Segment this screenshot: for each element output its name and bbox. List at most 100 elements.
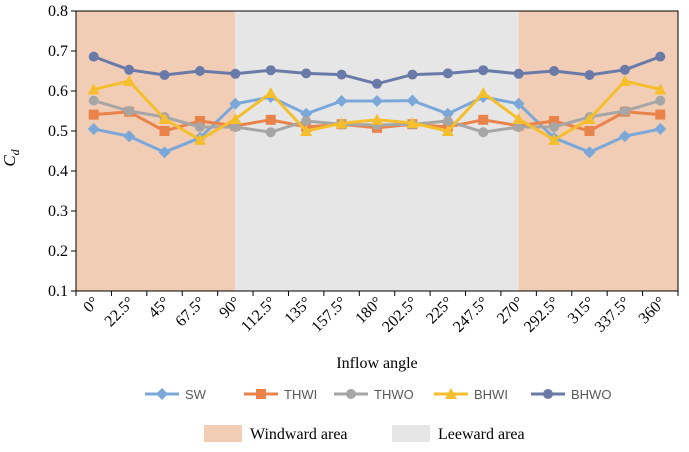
legend-label: BHWI	[474, 387, 508, 402]
series-bhwi	[87, 75, 667, 145]
y-tick-label: 0.8	[48, 3, 68, 20]
data-point	[654, 83, 667, 95]
x-tick-label: 45°	[145, 294, 173, 322]
data-point	[159, 126, 170, 136]
y-tick-label: 0.3	[48, 203, 68, 220]
area-label: Windward area	[250, 426, 348, 443]
data-point	[478, 127, 489, 138]
data-point	[619, 64, 630, 75]
data-point	[194, 122, 205, 132]
data-point	[194, 66, 205, 76]
data-point	[88, 109, 99, 120]
data-point	[441, 125, 454, 136]
y-tick-label: 0.1	[48, 283, 68, 300]
legend-label: BHWO	[571, 387, 611, 402]
legend-item-bhwo: BHWO	[531, 387, 611, 402]
area-legend-item: Leeward area	[392, 425, 525, 443]
data-point	[301, 116, 312, 126]
data-point	[406, 94, 419, 107]
x-tick-label: 157.5°	[308, 294, 350, 336]
data-point	[158, 113, 171, 124]
data-point	[584, 126, 595, 136]
data-point	[193, 133, 206, 145]
legend-marker	[256, 389, 266, 399]
y-axis-label-sub: d	[8, 148, 22, 155]
data-point	[230, 122, 241, 132]
data-point	[230, 68, 241, 79]
legend-item-sw: SW	[145, 387, 207, 402]
data-point	[87, 123, 100, 135]
y-tick-label: 0.7	[48, 43, 68, 60]
x-tick-label: 247.5°	[450, 294, 492, 336]
data-point	[583, 146, 596, 159]
x-tick-label: 360°	[636, 294, 670, 328]
data-point	[406, 117, 419, 128]
legend-marker	[543, 389, 553, 399]
series-bhwo	[88, 51, 666, 89]
data-point	[265, 127, 276, 138]
region-1	[235, 11, 519, 291]
data-point	[619, 106, 630, 116]
data-point	[512, 113, 525, 124]
plot-frame	[71, 10, 679, 296]
data-point	[512, 97, 525, 110]
region-0	[76, 11, 236, 291]
area-legend-item: Windward area	[204, 425, 348, 443]
data-point	[229, 97, 242, 110]
data-point	[513, 122, 524, 132]
data-point	[618, 130, 631, 143]
data-point	[158, 146, 171, 159]
area-backgrounds	[76, 11, 678, 291]
legend-label: THWO	[374, 387, 414, 402]
data-point	[584, 70, 595, 80]
data-point	[549, 122, 560, 132]
x-tick-label: 0°	[80, 294, 102, 316]
data-point	[372, 78, 382, 89]
data-point	[124, 106, 135, 116]
data-point	[159, 70, 170, 80]
legend-item-thwi: THWI	[244, 387, 317, 402]
data-point	[88, 51, 99, 62]
y-tick-label: 0.5	[48, 123, 68, 140]
region-2	[518, 11, 678, 291]
data-point	[194, 116, 205, 126]
x-tick-label: 337.5°	[592, 294, 634, 336]
data-point	[301, 68, 312, 79]
x-tick-label: 202.5°	[379, 294, 421, 336]
legend-item-bhwi: BHWI	[434, 387, 508, 402]
data-point	[549, 66, 560, 76]
data-point	[655, 95, 666, 106]
data-point	[513, 68, 524, 79]
data-point	[123, 75, 136, 86]
data-point	[265, 65, 276, 76]
legend-marker	[346, 389, 356, 399]
data-point	[549, 116, 560, 126]
data-point	[87, 83, 100, 95]
legend-label: THWI	[284, 387, 317, 402]
data-point	[300, 107, 313, 120]
series-legend: SW THWI THWO BHWI BHWO	[145, 387, 611, 402]
data-point	[478, 114, 489, 125]
area-legend: Windward area Leeward area	[204, 425, 525, 443]
data-point	[300, 125, 313, 136]
x-tick-label: 22.5°	[102, 294, 138, 330]
y-tick-label: 0.4	[48, 163, 68, 180]
data-point	[335, 117, 348, 129]
data-point	[441, 107, 454, 120]
x-tick-labels: 0° 22.5° 45° 67.5° 90°112.5° 135°157.5° 180°20…	[80, 294, 669, 336]
data-point	[371, 95, 383, 107]
data-point	[265, 114, 276, 125]
data-point	[548, 133, 561, 145]
data-point	[655, 109, 666, 120]
data-point	[88, 95, 99, 106]
x-tick-label: 67.5°	[172, 294, 208, 330]
data-point	[264, 87, 277, 98]
y-axis-label: Cd	[0, 148, 22, 166]
x-axis-label: Inflow angle	[336, 355, 417, 372]
area-swatch	[392, 425, 430, 442]
y-tick-label: 0.6	[48, 83, 68, 100]
y-axis-label-main: C	[0, 155, 19, 167]
data-point	[335, 95, 348, 107]
data-point	[407, 69, 418, 80]
